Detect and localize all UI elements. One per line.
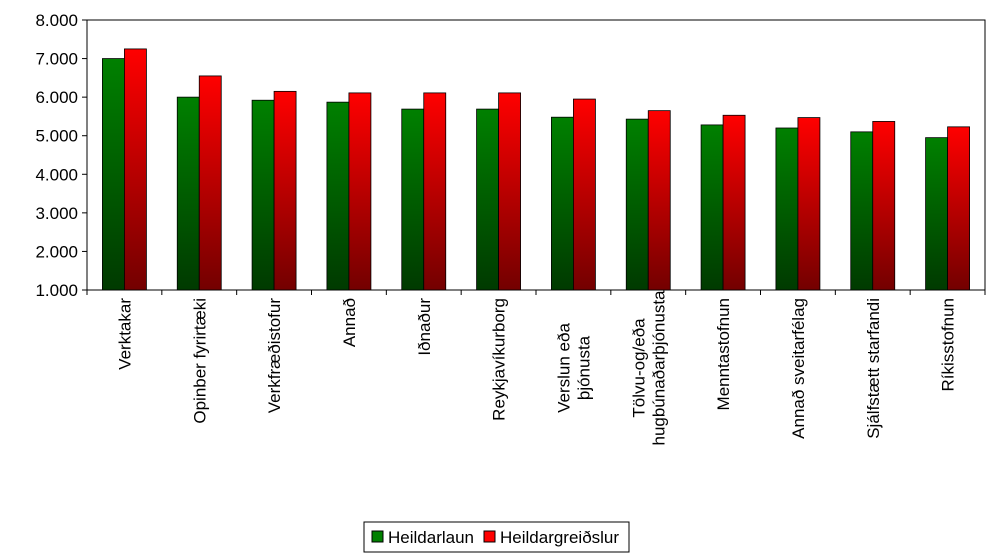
legend-label: Heildargreiðslur xyxy=(500,528,619,547)
x-tick-label: Annað xyxy=(340,298,359,347)
legend-swatch xyxy=(371,530,384,543)
bar xyxy=(476,108,499,291)
y-tick-label: 2.000 xyxy=(35,242,78,261)
y-tick-label: 3.000 xyxy=(35,204,78,223)
y-tick-label: 4.000 xyxy=(35,165,78,184)
x-tick-label: Verktakar xyxy=(115,298,134,370)
bar xyxy=(198,75,222,291)
x-tick-label: Tölvu-og/eðahugbúnaðarþjónusta xyxy=(629,290,668,446)
x-tick-label: Ríkisstofnun xyxy=(939,298,958,392)
bar xyxy=(775,127,799,291)
bar xyxy=(647,110,671,291)
bar xyxy=(947,126,970,291)
bar xyxy=(326,101,350,291)
x-tick-label: Verslun eðaþjónusta xyxy=(554,323,593,413)
bar xyxy=(176,96,200,291)
bar xyxy=(872,121,896,291)
x-tick-label: Sjálfstætt starfandi xyxy=(864,298,883,439)
bar xyxy=(348,92,372,291)
y-tick-label: 5.000 xyxy=(35,127,78,146)
plot-frame xyxy=(86,19,986,291)
bar xyxy=(797,117,821,291)
y-tick-label: 6.000 xyxy=(35,88,78,107)
bar xyxy=(498,92,521,291)
x-tick-label: Verkfræðistofur xyxy=(265,298,284,414)
x-tick-label: Opinber fyrirtæki xyxy=(190,298,209,424)
bar xyxy=(551,116,574,291)
bar xyxy=(124,48,147,291)
bar xyxy=(700,124,724,291)
bar xyxy=(573,98,596,291)
bar xyxy=(850,131,874,291)
y-tick-label: 7.000 xyxy=(35,50,78,69)
bar xyxy=(423,92,447,291)
y-tick-label: 1.000 xyxy=(35,281,78,300)
legend-label: Heildarlaun xyxy=(388,528,474,547)
legend-swatch xyxy=(483,530,496,543)
bar xyxy=(251,99,275,291)
y-tick-label: 8.000 xyxy=(35,11,78,30)
x-tick-label: Menntastofnun xyxy=(714,298,733,410)
bar xyxy=(401,108,425,291)
bar xyxy=(722,114,746,291)
x-tick-label: Annað sveitarfélag xyxy=(789,298,808,439)
bar xyxy=(625,118,649,291)
bar xyxy=(102,58,125,291)
legend-box xyxy=(363,521,630,553)
bar xyxy=(925,137,948,291)
x-tick-label: Reykjavíkurborg xyxy=(490,298,509,421)
bar xyxy=(273,90,297,291)
x-tick-label: Iðnaður xyxy=(415,298,434,356)
